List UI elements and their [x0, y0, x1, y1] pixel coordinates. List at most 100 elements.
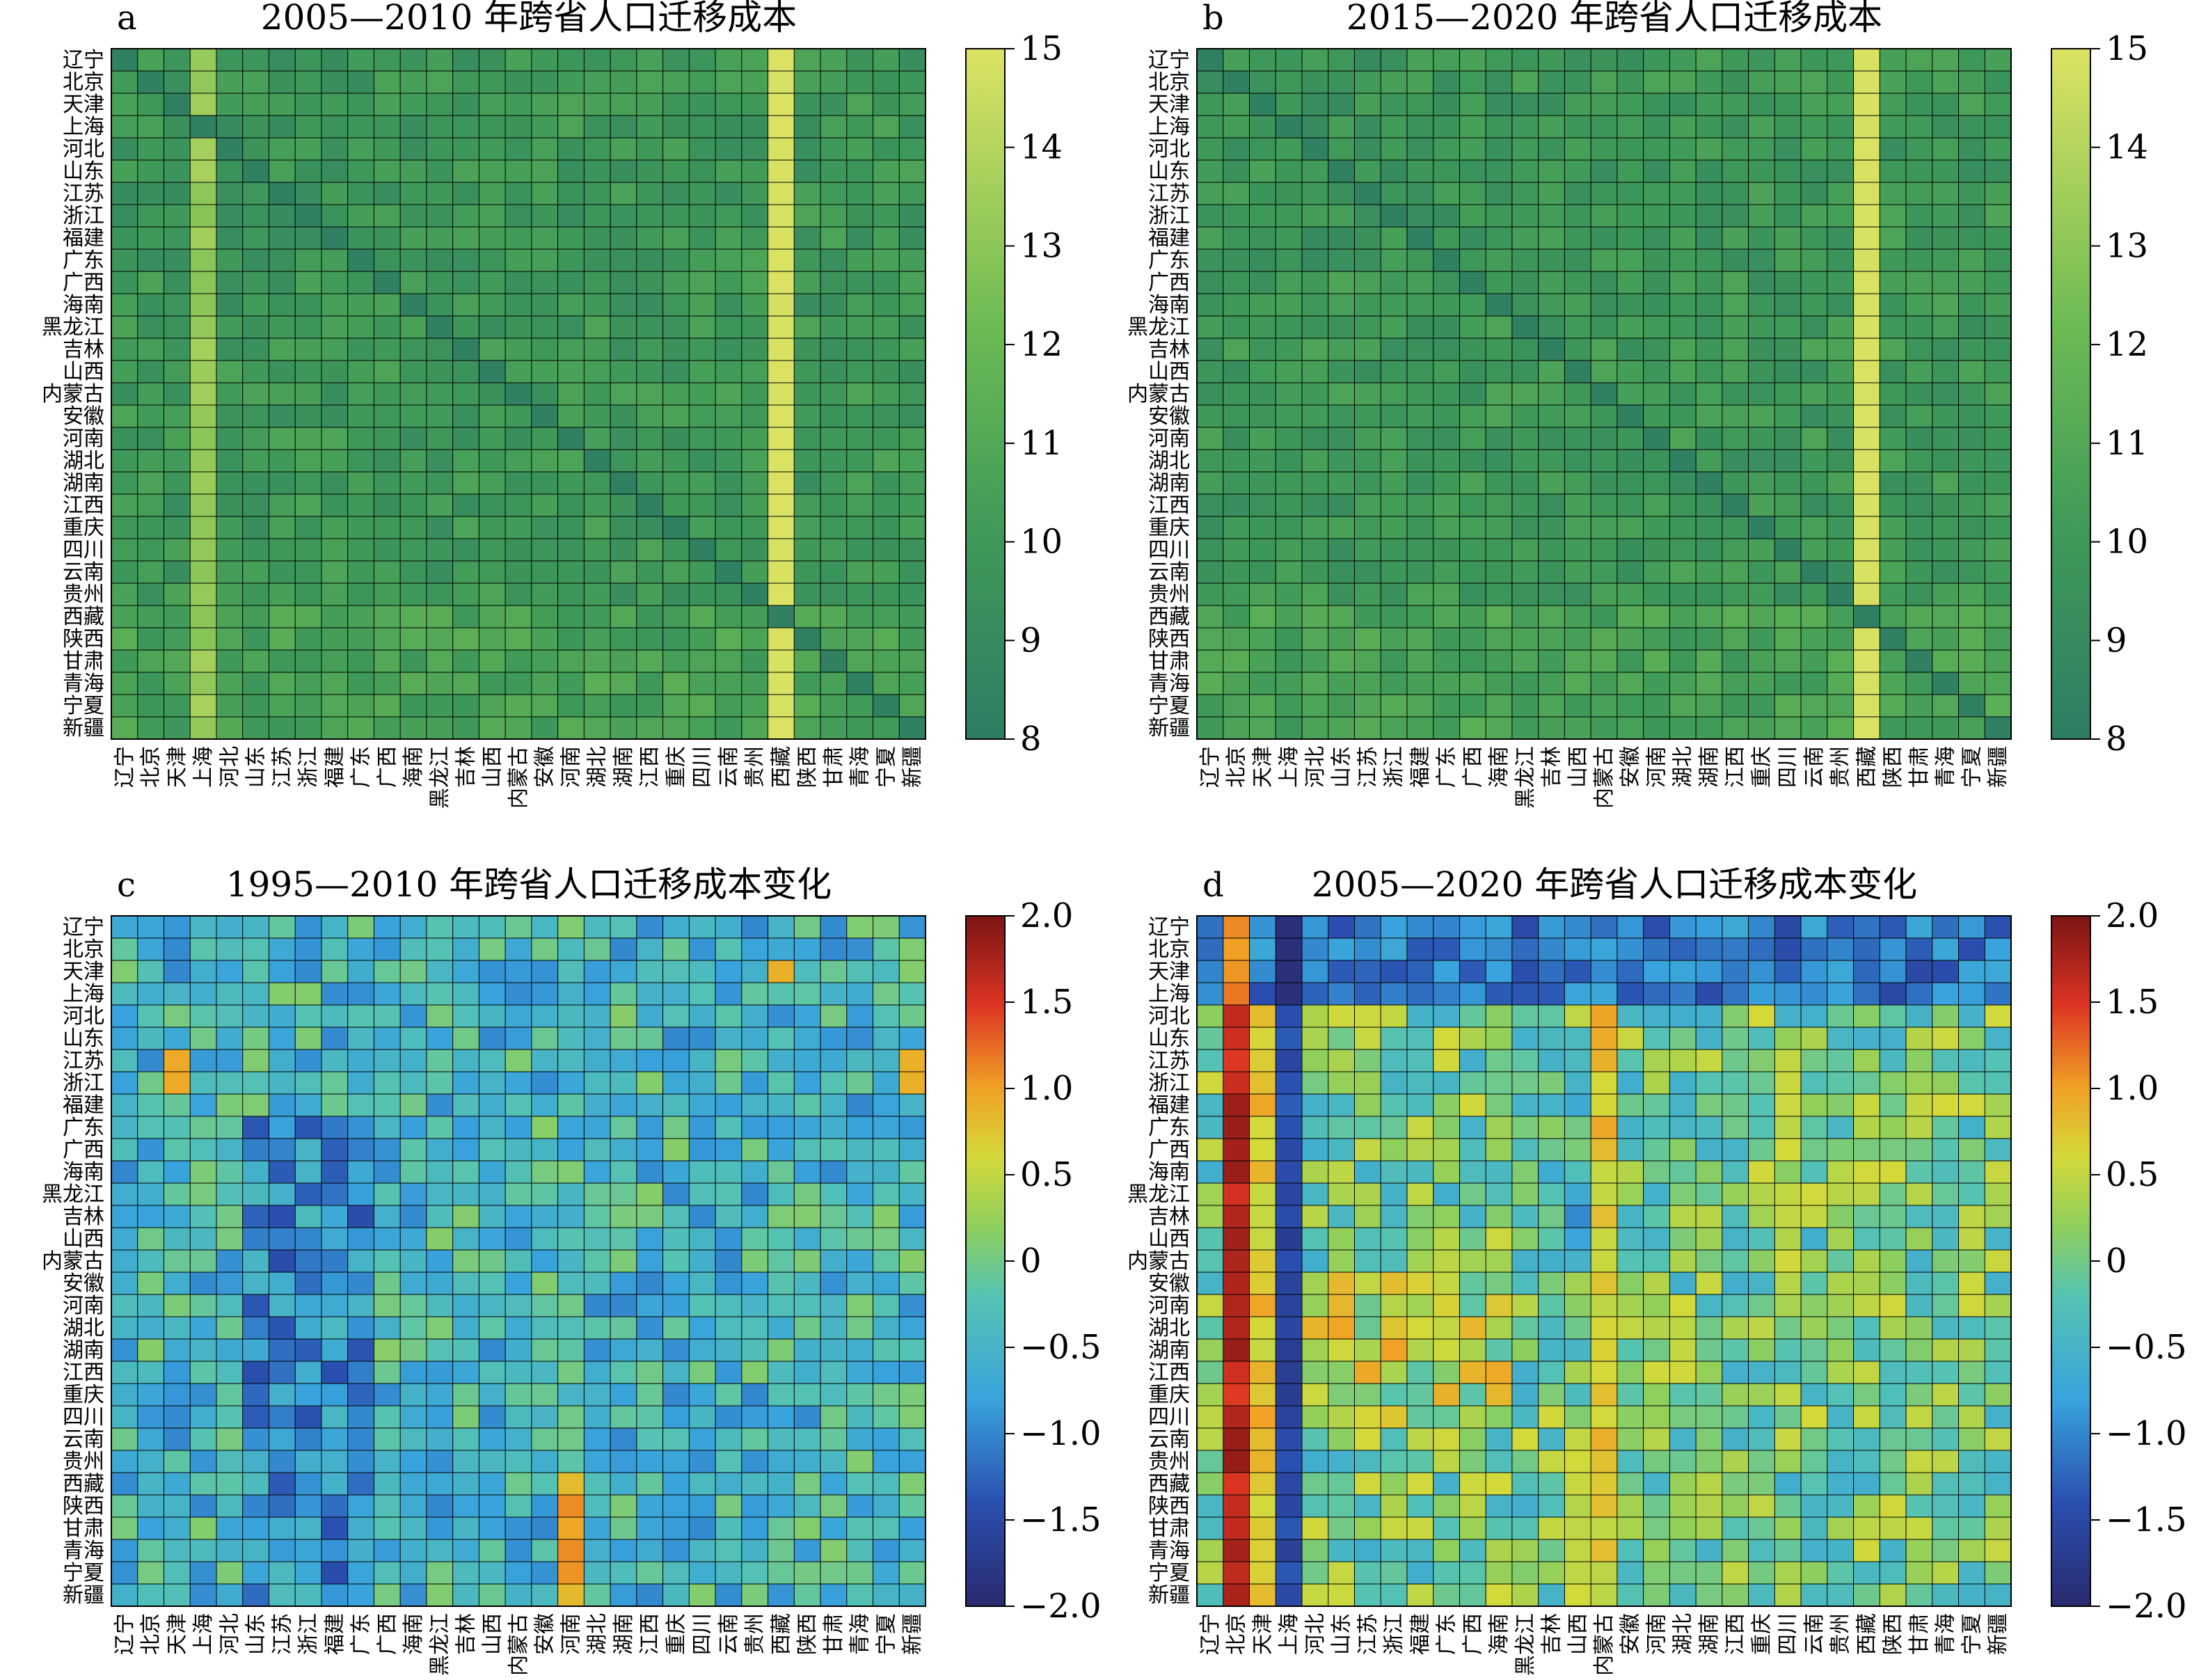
heatmap-cell [399, 315, 427, 339]
heatmap-cell [1433, 137, 1461, 161]
heatmap-cell [426, 293, 454, 317]
heatmap-cell [1853, 427, 1881, 450]
heatmap-cell [662, 1405, 690, 1429]
heatmap-cell [321, 538, 349, 562]
heatmap-cell [1774, 1338, 1802, 1362]
heatmap-cell [662, 915, 690, 939]
heatmap-cell [452, 93, 480, 116]
heatmap-cell [505, 1316, 532, 1340]
heatmap-cell [662, 937, 690, 961]
heatmap-cell [478, 1116, 506, 1139]
heatmap-cell [1774, 137, 1802, 161]
panel-a-label: a [117, 0, 137, 38]
heatmap-cell [399, 248, 427, 272]
heatmap-cell [793, 627, 821, 651]
row-label: 河南 [1148, 1294, 1190, 1318]
heatmap-cell [189, 716, 217, 740]
heatmap-cell [216, 137, 244, 161]
colorbar-tick-label: 9 [2106, 621, 2127, 660]
heatmap-cell [478, 1294, 506, 1317]
heatmap-cell [1800, 1338, 1828, 1362]
heatmap-cell [1958, 538, 1986, 562]
column-label: 湖南 [612, 746, 636, 788]
heatmap-cell [1722, 70, 1749, 94]
heatmap-cell [531, 471, 559, 495]
heatmap-cell [898, 982, 926, 1006]
heatmap-cell [1932, 1205, 1960, 1228]
heatmap-cell [1223, 1316, 1250, 1340]
heatmap-cell [452, 960, 480, 983]
heatmap-cell [768, 1516, 795, 1540]
heatmap-cell [137, 915, 165, 939]
heatmap-cell [1695, 293, 1723, 317]
heatmap-cell [505, 1093, 532, 1117]
heatmap-cell [1643, 1093, 1671, 1117]
heatmap-cell [505, 1405, 532, 1429]
heatmap-cell [452, 1494, 480, 1518]
heatmap-cell [1538, 271, 1566, 294]
heatmap-cell [294, 1583, 322, 1607]
heatmap-cell [478, 915, 506, 939]
heatmap-cell [242, 605, 270, 628]
heatmap-cell [1827, 605, 1855, 628]
heatmap-cell [1643, 627, 1671, 651]
heatmap-cell [1590, 1361, 1618, 1384]
heatmap-cell [1617, 1249, 1644, 1273]
heatmap-cell [1879, 560, 1907, 584]
heatmap-cell [1827, 1383, 1855, 1406]
heatmap-cell [1853, 382, 1881, 406]
heatmap-cell [741, 115, 769, 138]
heatmap-cell [111, 1583, 138, 1607]
heatmap-cell [268, 271, 296, 294]
heatmap-cell [268, 694, 296, 718]
heatmap-cell [452, 605, 480, 628]
heatmap-cell [1406, 982, 1434, 1006]
heatmap-cell [189, 937, 217, 961]
heatmap-cell [1827, 538, 1855, 562]
heatmap-cell [1459, 493, 1486, 517]
heatmap-cell [1774, 1116, 1802, 1139]
heatmap-cell [1538, 427, 1566, 450]
column-label: 青海 [1934, 1613, 1958, 1655]
column-label: 湖南 [1697, 746, 1722, 788]
heatmap-cell [1722, 605, 1749, 628]
heatmap-cell [373, 271, 401, 294]
heatmap-cell [111, 427, 138, 450]
heatmap-cell [452, 1027, 480, 1050]
panel-d-colorbar [2051, 915, 2091, 1607]
heatmap-cell [347, 982, 375, 1006]
heatmap-cell [1905, 471, 1933, 495]
heatmap-cell [1669, 1516, 1697, 1540]
heatmap-cell [1275, 1205, 1303, 1228]
heatmap-cell [1932, 1539, 1960, 1562]
heatmap-cell [1774, 159, 1802, 183]
column-label: 海南 [1487, 746, 1511, 788]
heatmap-cell [1722, 1182, 1749, 1206]
heatmap-cell [610, 1116, 637, 1139]
heatmap-cell [1774, 204, 1802, 228]
heatmap-cell [452, 204, 480, 228]
heatmap-cell [1380, 1049, 1408, 1072]
heatmap-cell [1328, 204, 1356, 228]
heatmap-cell [1932, 1561, 1960, 1585]
heatmap-cell [662, 1450, 690, 1473]
heatmap-cell [1958, 1450, 1986, 1473]
heatmap-cell [741, 937, 769, 961]
heatmap-cell [636, 471, 664, 495]
column-label: 北京 [1225, 746, 1249, 788]
heatmap-cell [688, 516, 716, 539]
heatmap-cell [1433, 1539, 1461, 1562]
heatmap-cell [1774, 605, 1802, 628]
heatmap-cell [1485, 538, 1513, 562]
heatmap-cell [1722, 1561, 1749, 1585]
heatmap-cell [1275, 1427, 1303, 1451]
heatmap-cell [1196, 1450, 1224, 1473]
heatmap-cell [1905, 1494, 1933, 1518]
heatmap-cell [741, 315, 769, 339]
heatmap-cell [741, 1049, 769, 1072]
heatmap-cell [636, 360, 664, 383]
heatmap-cell [1695, 1383, 1723, 1406]
heatmap-cell [1406, 1116, 1434, 1139]
heatmap-cell [1879, 516, 1907, 539]
heatmap-cell [242, 1049, 270, 1072]
